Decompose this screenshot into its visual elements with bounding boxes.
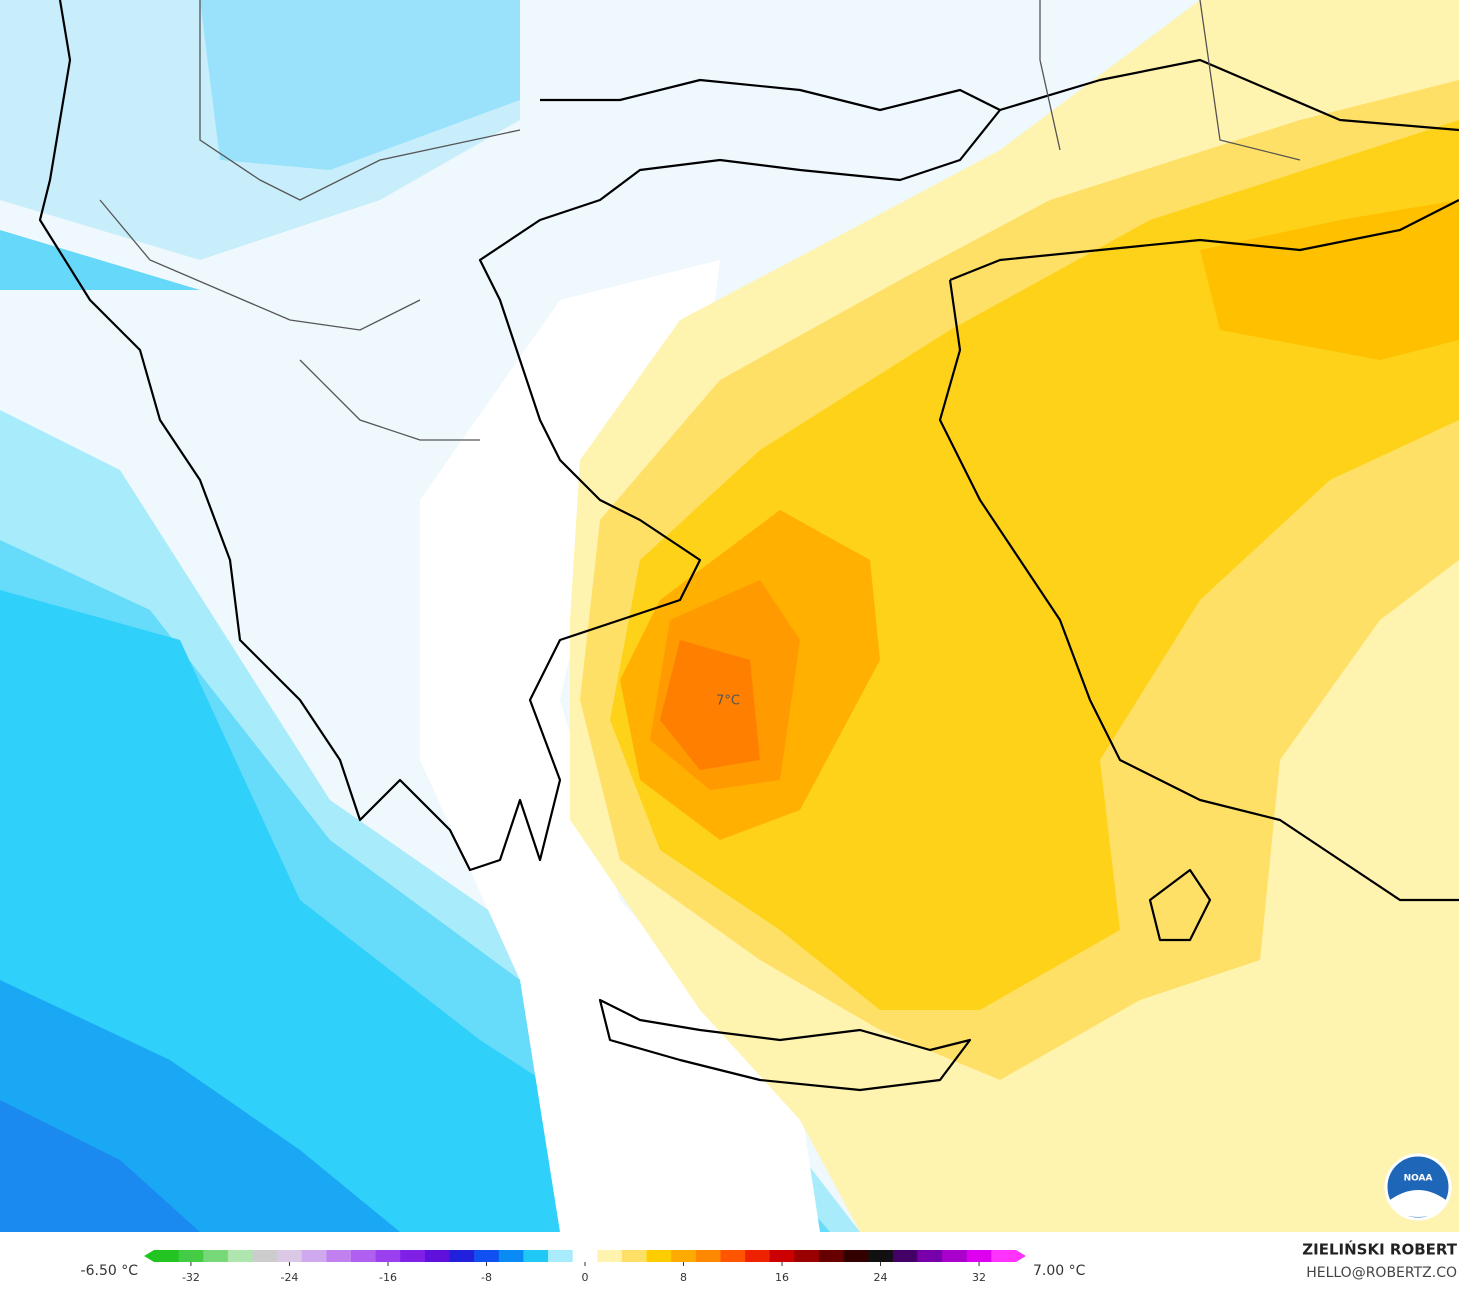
colorbar-tick-label: 32 <box>972 1271 986 1284</box>
colorbar-swatch <box>572 1250 598 1262</box>
colorbar-tick-label: -8 <box>481 1271 492 1284</box>
colorbar-swatch <box>301 1250 327 1262</box>
coastline <box>540 78 1001 112</box>
warm-zone <box>420 260 820 1232</box>
colorbar-tick-label: 24 <box>874 1271 888 1284</box>
coastline <box>598 998 972 1092</box>
colorbar-swatch <box>942 1250 968 1262</box>
warm-zone <box>610 120 1459 1010</box>
legend-bar: -6.50 °C 7.00 °C ZIELIŃSKI ROBERT HELLO@… <box>81 1240 1458 1285</box>
colorbar-swatch <box>474 1250 500 1262</box>
map: 7°C NOAA <box>0 0 1459 1232</box>
colorbar-swatch <box>154 1250 180 1262</box>
colorbar-swatch <box>203 1250 229 1262</box>
colorbar-swatch <box>646 1250 672 1262</box>
colorbar-swatch <box>769 1250 795 1262</box>
cold-zone <box>200 0 520 170</box>
logo-text: NOAA <box>1404 1174 1433 1184</box>
colorbar-swatch <box>277 1250 303 1262</box>
colorbar-swatch <box>745 1250 771 1262</box>
colorbar-swatch <box>966 1250 992 1262</box>
colorbar-swatch <box>991 1250 1017 1262</box>
min-label: -6.50 °C <box>81 1263 139 1279</box>
colorbar-end <box>144 1250 154 1262</box>
colorbar-swatch <box>671 1250 697 1262</box>
colorbar-swatch <box>818 1250 845 1262</box>
colorbar-swatch <box>523 1250 549 1262</box>
colorbar-tick-label: 0 <box>582 1271 589 1284</box>
coastline <box>38 0 1459 872</box>
colorbar-swatch <box>326 1250 352 1262</box>
colorbar-tick-label: 8 <box>680 1271 687 1284</box>
colorbar-swatch <box>252 1250 278 1262</box>
colorbar-swatch <box>400 1250 426 1262</box>
colorbar-swatch <box>227 1250 254 1262</box>
coastline <box>949 199 1459 282</box>
colorbar-swatch <box>375 1250 401 1262</box>
cold-zone <box>0 230 200 290</box>
colorbar-tick-label: -16 <box>379 1271 397 1284</box>
border <box>99 0 1301 441</box>
annotation: 7°C <box>716 694 740 709</box>
warm-zone <box>660 640 760 770</box>
colorbar-end <box>1016 1250 1026 1262</box>
coastline <box>1148 868 1212 942</box>
colorbar-swatch <box>548 1250 574 1262</box>
colorbar-swatch <box>720 1250 746 1262</box>
coastline <box>938 279 1459 902</box>
logo: NOAA <box>1384 1153 1452 1221</box>
logo-bird <box>1390 1190 1446 1217</box>
colorbar-tick-label: 16 <box>775 1271 789 1284</box>
colorbar-swatch <box>178 1250 204 1262</box>
credit-author: ZIELIŃSKI ROBERT <box>1302 1240 1457 1259</box>
warm-zone <box>1200 200 1459 360</box>
colorbar-swatch <box>917 1250 943 1262</box>
colorbar-swatch <box>597 1250 623 1262</box>
sea-cold <box>0 1100 200 1232</box>
colorbar-swatch <box>843 1250 869 1262</box>
credit-email: HELLO@ROBERTZ.CO <box>1306 1265 1457 1281</box>
max-label: 7.00 °C <box>1033 1263 1086 1279</box>
colorbar-swatch <box>449 1250 475 1262</box>
colorbar-swatch <box>424 1250 451 1262</box>
colorbar-swatch <box>695 1250 721 1262</box>
colorbar-swatch <box>498 1250 524 1262</box>
colorbar-tick-label: -32 <box>182 1271 200 1284</box>
colorbar-swatch <box>351 1250 377 1262</box>
colorbar-swatch <box>621 1250 648 1262</box>
colorbar-swatch <box>892 1250 918 1262</box>
colorbar-tick-label: -24 <box>280 1271 298 1284</box>
colorbar-swatch <box>794 1250 820 1262</box>
colorbar-swatch <box>868 1250 894 1262</box>
